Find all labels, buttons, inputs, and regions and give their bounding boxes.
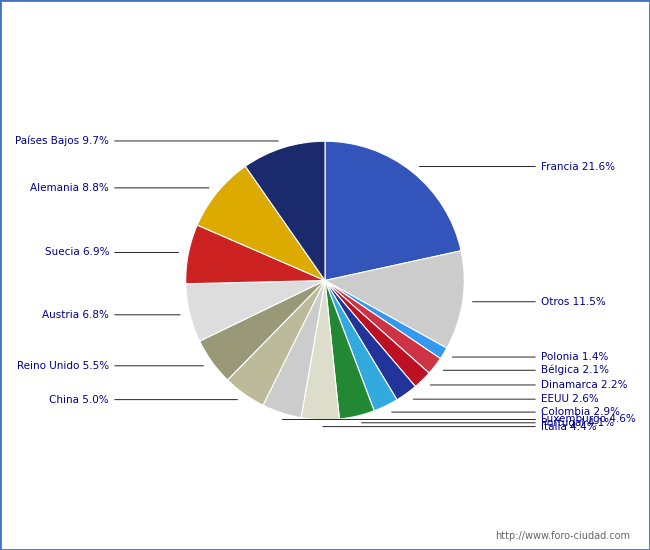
Text: Reino Unido 5.5%: Reino Unido 5.5% <box>17 361 203 371</box>
Text: Ciudad Real - Turistas extranjeros según país - Abril de 2024: Ciudad Real - Turistas extranjeros según… <box>103 16 547 33</box>
Wedge shape <box>325 280 429 387</box>
Text: China 5.0%: China 5.0% <box>49 395 237 405</box>
Wedge shape <box>186 280 325 341</box>
Wedge shape <box>325 280 374 419</box>
Text: Italia 4.4%: Italia 4.4% <box>323 422 597 432</box>
Text: EEUU 2.6%: EEUU 2.6% <box>413 394 599 404</box>
Wedge shape <box>325 141 461 280</box>
Wedge shape <box>245 141 325 280</box>
Wedge shape <box>227 280 325 405</box>
Text: Países Bajos 9.7%: Países Bajos 9.7% <box>15 136 278 146</box>
Text: Dinamarca 2.2%: Dinamarca 2.2% <box>430 380 627 390</box>
Wedge shape <box>325 280 397 411</box>
Text: Bélgica 2.1%: Bélgica 2.1% <box>443 365 609 376</box>
Text: Alemania 8.8%: Alemania 8.8% <box>31 183 209 193</box>
Text: Austria 6.8%: Austria 6.8% <box>42 310 180 320</box>
Wedge shape <box>200 280 325 380</box>
Text: Polonia 1.4%: Polonia 1.4% <box>452 352 608 362</box>
Wedge shape <box>301 280 339 420</box>
Text: Otros 11.5%: Otros 11.5% <box>473 297 606 307</box>
Wedge shape <box>325 280 415 400</box>
Wedge shape <box>197 166 325 280</box>
Text: Suecia 6.9%: Suecia 6.9% <box>45 248 179 257</box>
Wedge shape <box>186 225 325 284</box>
Text: Luxemburgo 4.6%: Luxemburgo 4.6% <box>282 415 636 425</box>
Wedge shape <box>325 280 447 359</box>
Wedge shape <box>263 280 325 417</box>
Text: Francia 21.6%: Francia 21.6% <box>419 162 615 172</box>
Text: http://www.foro-ciudad.com: http://www.foro-ciudad.com <box>495 531 630 541</box>
Text: Colombia 2.9%: Colombia 2.9% <box>392 407 620 417</box>
Wedge shape <box>325 280 440 373</box>
Wedge shape <box>325 251 464 348</box>
Text: Portugal 4.1%: Portugal 4.1% <box>361 418 614 428</box>
